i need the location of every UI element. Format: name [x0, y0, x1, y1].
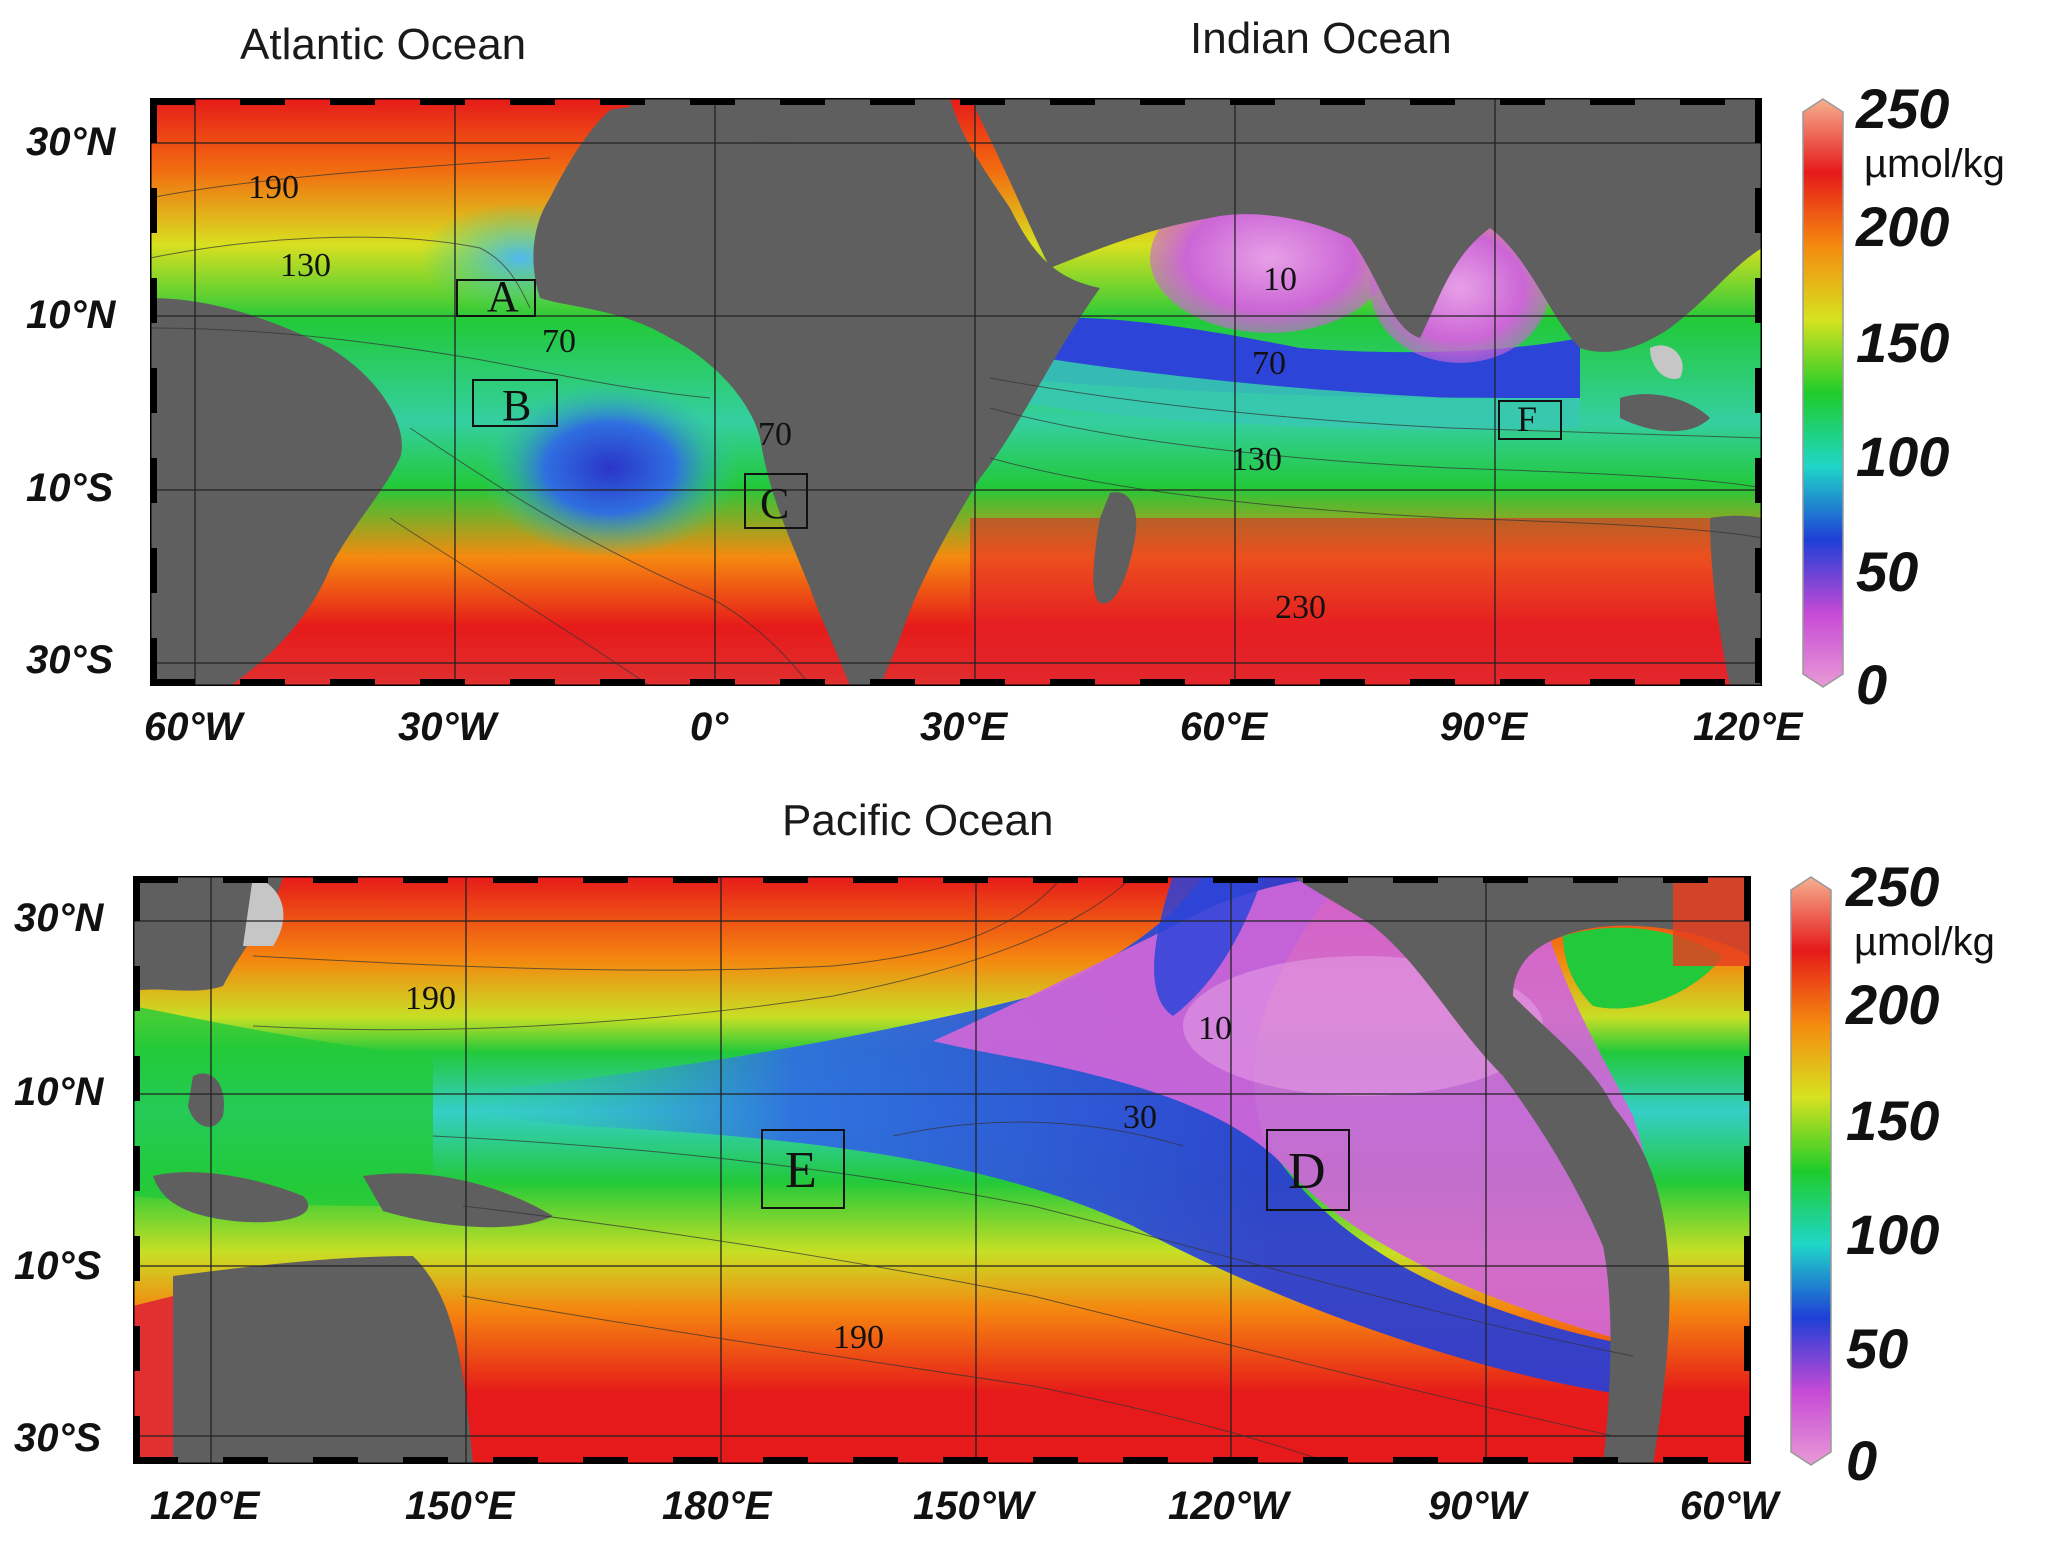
colorbar-tick: 0	[1846, 1429, 1878, 1492]
colorbar-tick: 250	[1846, 855, 1940, 918]
lat-tick: 30°N	[26, 120, 116, 164]
lon-tick: 120°W	[1168, 1484, 1289, 1528]
lon-tick: 90°W	[1428, 1484, 1527, 1528]
lon-tick: 90°E	[1440, 705, 1528, 749]
region-label: C	[760, 479, 789, 528]
lon-tick: 150°W	[913, 1484, 1034, 1528]
colorbar-tick: 150	[1846, 1089, 1940, 1152]
map-atlantic-indian: 190 130 70 70 10 70 130 230 A B C F	[150, 98, 1762, 686]
colorbar-unit: µmol/kg	[1864, 142, 2005, 186]
contour-label: 70	[542, 323, 576, 360]
region-label: A	[487, 272, 519, 321]
map-pacific: 190 10 30 190 E D	[133, 876, 1751, 1464]
lat-tick: 30°N	[14, 896, 104, 940]
contour-labels-bottom: 190 10 30 190	[405, 980, 1232, 1356]
region-box-f	[1498, 400, 1562, 440]
lon-tick: 120°E	[1693, 705, 1803, 749]
colorbar-unit: µmol/kg	[1854, 920, 1995, 964]
colorbar-top	[1802, 98, 1844, 688]
grid-lines	[150, 98, 1762, 686]
map-pacific-svg: 190 10 30 190 E D	[133, 876, 1751, 1464]
contour-label: 70	[758, 416, 792, 453]
lat-tick: 10°N	[14, 1070, 104, 1114]
frame-dashes	[133, 876, 1751, 1464]
region-box-a	[456, 279, 536, 317]
colorbar-bottom	[1790, 876, 1832, 1466]
lon-tick: 0°	[690, 705, 729, 749]
colorbar-tick: 150	[1856, 311, 1950, 374]
map-atlantic-indian-svg: 190 130 70 70 10 70 130 230 A B C F	[150, 98, 1762, 686]
lon-tick: 150°E	[405, 1484, 515, 1528]
title-indian: Indian Ocean	[1190, 14, 1452, 63]
region-label: E	[785, 1142, 817, 1199]
lon-tick: 60°E	[1180, 705, 1268, 749]
colorbar-tick: 200	[1846, 973, 1940, 1036]
colorbar-tick: 50	[1856, 540, 1919, 603]
lat-tick: 30°S	[26, 638, 114, 682]
region-box-d	[1266, 1129, 1350, 1211]
contour-labels-top: 190 130 70 70 10 70 130 230	[248, 169, 1326, 626]
region-box-b	[472, 379, 558, 427]
lat-tick: 10°S	[14, 1244, 102, 1288]
contour-label: 190	[405, 980, 456, 1017]
lat-tick: 10°N	[26, 293, 116, 337]
contour-label: 190	[833, 1319, 884, 1356]
lat-tick: 30°S	[14, 1416, 102, 1460]
colorbar-ramp	[1802, 98, 1844, 688]
title-atlantic: Atlantic Ocean	[240, 20, 527, 69]
contour-label: 130	[1231, 441, 1282, 478]
contour-label: 30	[1123, 1099, 1157, 1136]
contour-lines	[252, 876, 1634, 1464]
lon-tick: 60°W	[1680, 1484, 1779, 1528]
title-pacific: Pacific Ocean	[782, 796, 1054, 845]
frame-dashes	[150, 98, 1762, 686]
colorbar-svg	[1802, 98, 1844, 688]
contour-label: 10	[1198, 1010, 1232, 1047]
contour-label: 130	[280, 247, 331, 284]
region-box-c	[744, 473, 808, 529]
colorbar-tick: 250	[1856, 77, 1950, 140]
lon-tick: 30°W	[398, 705, 497, 749]
region-boxes-top: A B C F	[456, 272, 1562, 529]
colorbar-ramp	[1790, 876, 1832, 1466]
lat-tick: 10°S	[26, 466, 114, 510]
colorbar-svg	[1790, 876, 1832, 1466]
colorbar-tick: 50	[1846, 1317, 1909, 1380]
colorbar-tick: 0	[1856, 653, 1888, 716]
contour-label: 190	[248, 169, 299, 206]
region-box-e	[761, 1129, 845, 1209]
contour-label: 70	[1252, 345, 1286, 382]
colorbar-tick: 100	[1856, 425, 1950, 488]
colorbar-tick: 200	[1856, 195, 1950, 258]
region-boxes-bottom: E D	[761, 1129, 1350, 1211]
region-label: B	[502, 381, 531, 430]
contour-label: 10	[1263, 261, 1297, 298]
contour-label: 230	[1275, 589, 1326, 626]
colorbar-tick: 100	[1846, 1203, 1940, 1266]
lon-tick: 180°E	[662, 1484, 772, 1528]
region-label: D	[1288, 1143, 1326, 1200]
grid-lines	[133, 876, 1751, 1464]
lon-tick: 120°E	[150, 1484, 260, 1528]
lon-tick: 60°W	[144, 705, 243, 749]
lon-tick: 30°E	[920, 705, 1008, 749]
region-label: F	[1517, 399, 1537, 439]
